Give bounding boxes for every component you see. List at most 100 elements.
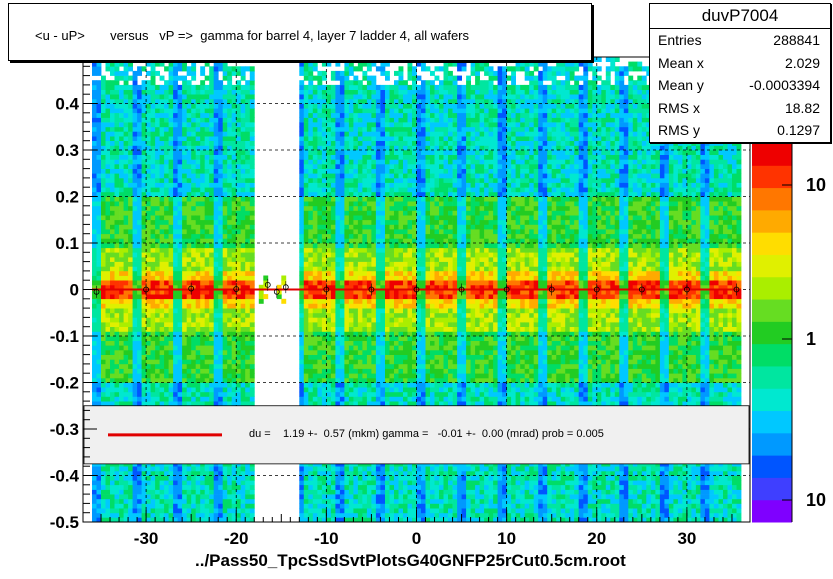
heatmap-cell	[137, 377, 142, 383]
heatmap-cell	[249, 326, 255, 332]
heatmap-cell	[137, 182, 142, 188]
heatmap-cell	[182, 359, 187, 365]
heatmap-cell	[186, 252, 192, 258]
heatmap-cell	[227, 294, 233, 300]
heatmap-cell	[96, 322, 102, 327]
heatmap-cell	[330, 354, 336, 360]
heatmap-cell	[240, 108, 246, 114]
heatmap-cell	[200, 256, 206, 262]
heatmap-cell	[245, 205, 251, 211]
heatmap-cell	[231, 140, 237, 146]
heatmap-cell	[150, 136, 156, 141]
heatmap-cell	[195, 387, 201, 393]
heatmap-cell	[236, 489, 242, 495]
heatmap-cell	[159, 382, 165, 388]
heatmap-cell	[357, 136, 363, 141]
heatmap-cell	[312, 191, 318, 197]
heatmap-cell	[105, 289, 111, 295]
heatmap-cell	[303, 233, 309, 239]
heatmap-cell	[114, 382, 120, 388]
heatmap-cell	[101, 373, 106, 379]
heatmap-cell	[335, 387, 341, 393]
heatmap-cell	[119, 219, 124, 225]
heatmap-cell	[308, 512, 314, 518]
heatmap-cell	[236, 261, 242, 267]
heatmap-cell	[177, 303, 183, 309]
heatmap-cell	[213, 145, 219, 151]
heatmap-cell	[204, 303, 210, 309]
heatmap-cell	[96, 498, 102, 504]
heatmap-cell	[114, 154, 120, 160]
heatmap-cell	[159, 401, 165, 407]
heatmap-cell	[258, 294, 264, 300]
heatmap-cell	[101, 368, 106, 374]
heatmap-cell	[240, 131, 246, 137]
heatmap-cell	[128, 191, 133, 197]
heatmap-cell	[209, 108, 215, 114]
heatmap-cell	[123, 270, 129, 276]
heatmap-cell	[249, 256, 255, 262]
heatmap-cell	[92, 140, 97, 146]
heatmap-cell	[204, 131, 210, 137]
heatmap-cell	[231, 215, 237, 221]
heatmap-cell	[105, 182, 111, 188]
heatmap-cell	[123, 84, 129, 90]
heatmap-cell	[150, 308, 156, 314]
heatmap-cell	[114, 284, 120, 290]
heatmap-cell	[110, 396, 115, 402]
heatmap-cell	[186, 489, 192, 495]
heatmap-cell	[110, 233, 115, 239]
heatmap-cell	[339, 401, 345, 407]
heatmap-cell	[204, 187, 210, 193]
heatmap-cell	[353, 349, 359, 355]
heatmap-cell	[326, 312, 332, 318]
heatmap-cell	[105, 363, 111, 369]
heatmap-cell	[150, 205, 156, 211]
heatmap-cell	[195, 498, 201, 504]
heatmap-cell	[312, 498, 318, 504]
heatmap-cell	[155, 191, 160, 197]
heatmap-cell	[344, 233, 350, 239]
heatmap-cell	[245, 177, 251, 183]
heatmap-cell	[299, 112, 305, 118]
heatmap-cell	[114, 359, 120, 365]
heatmap-cell	[227, 182, 233, 188]
heatmap-cell	[141, 145, 147, 151]
heatmap-cell	[191, 140, 197, 146]
heatmap-cell	[299, 182, 305, 188]
heatmap-cell	[177, 298, 183, 304]
heatmap-cell	[159, 275, 165, 281]
heatmap-cell	[186, 229, 192, 235]
heatmap-cell	[330, 173, 336, 179]
heatmap-cell	[119, 303, 124, 309]
heatmap-cell	[92, 66, 97, 72]
heatmap-cell	[123, 354, 129, 360]
heatmap-cell	[146, 145, 151, 151]
heatmap-cell	[245, 247, 251, 253]
heatmap-cell	[110, 256, 115, 262]
heatmap-cell	[362, 391, 368, 397]
heatmap-cell	[303, 517, 309, 523]
heatmap-cell	[326, 154, 332, 160]
heatmap-cell	[132, 159, 138, 165]
heatmap-cell	[326, 252, 332, 258]
heatmap-cell	[128, 126, 133, 132]
heatmap-cell	[105, 122, 111, 128]
heatmap-cell	[105, 303, 111, 309]
heatmap-cell	[236, 298, 242, 304]
heatmap-cell	[92, 345, 97, 351]
heatmap-cell	[357, 368, 363, 374]
heatmap-cell	[105, 210, 111, 216]
heatmap-cell	[159, 284, 165, 290]
heatmap-cell	[321, 136, 327, 141]
heatmap-cell	[141, 270, 147, 276]
heatmap-cell	[96, 191, 102, 197]
heatmap-cell	[186, 196, 192, 202]
heatmap-cell	[312, 210, 318, 216]
heatmap-cell	[114, 238, 120, 244]
heatmap-cell	[245, 387, 251, 393]
heatmap-cell	[168, 154, 174, 160]
heatmap-cell	[236, 396, 242, 402]
heatmap-cell	[353, 354, 359, 360]
heatmap-cell	[110, 154, 115, 160]
